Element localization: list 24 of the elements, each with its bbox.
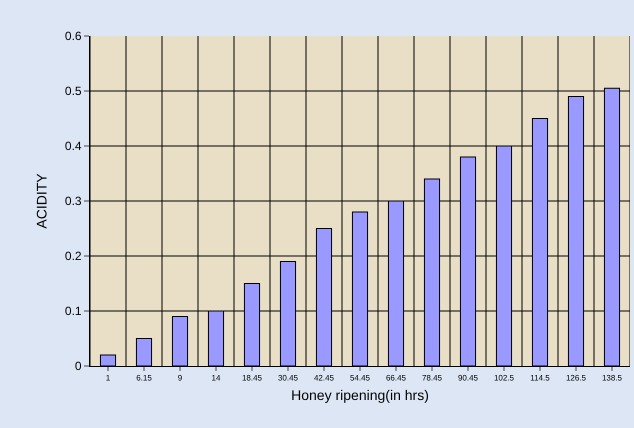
x-tick-label: 42.45: [314, 374, 335, 383]
x-tick-label: 6.15: [136, 374, 152, 383]
x-tick-label: 126.5: [566, 374, 587, 383]
x-tick-label: 138.5: [602, 374, 623, 383]
x-tick-label: 102.5: [494, 374, 515, 383]
x-tick-label: 54.45: [350, 374, 371, 383]
y-tick-label: 0.5: [64, 84, 82, 98]
x-tick-label: 114.5: [530, 374, 550, 383]
y-tick-label: 0.4: [64, 139, 82, 154]
x-tick-label: 66.45: [386, 374, 407, 383]
x-axis-title: Honey ripening(in hrs): [291, 386, 429, 403]
x-tick-label: 14: [212, 374, 221, 383]
x-tick-label: 9: [178, 374, 183, 383]
y-tick-label: 0.1: [64, 304, 82, 318]
y-tick-label: 0: [74, 359, 82, 374]
y-tick-label: 0.2: [64, 249, 82, 264]
x-tick-label: 90.45: [458, 374, 479, 383]
y-tick-label: 0.3: [64, 194, 82, 208]
x-tick-label: 1: [106, 374, 111, 383]
x-tick-label: 18.45: [242, 374, 263, 383]
y-axis-title: ACIDITY: [34, 172, 50, 229]
y-tick-label: 0.6: [64, 29, 82, 44]
x-tick-label: 30.45: [278, 374, 299, 383]
x-tick-label: 78.45: [422, 374, 443, 383]
